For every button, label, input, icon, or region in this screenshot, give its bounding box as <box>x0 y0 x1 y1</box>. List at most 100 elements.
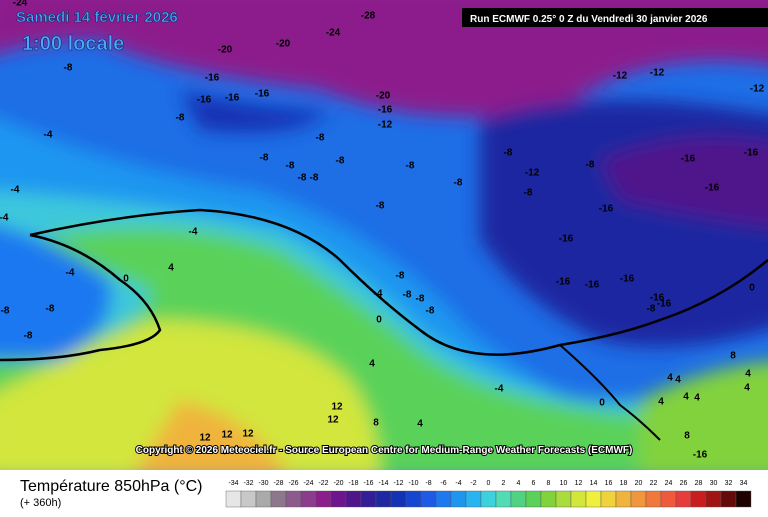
legend-swatch <box>690 490 707 508</box>
legend-label: -6 <box>440 480 446 487</box>
map-label: 4 <box>667 373 673 384</box>
legend-label: -18 <box>348 480 358 487</box>
map-label: -8 <box>416 294 425 305</box>
legend-swatch <box>630 490 647 508</box>
legend-label: 10 <box>560 480 568 487</box>
map-label: -12 <box>613 71 628 82</box>
map-label: 12 <box>327 415 339 426</box>
map-label: -24 <box>13 0 28 9</box>
legend-label: 32 <box>725 480 733 487</box>
legend-swatch <box>600 490 617 508</box>
legend-swatch <box>330 490 347 508</box>
legend-swatch <box>570 490 587 508</box>
legend-swatch <box>735 490 752 508</box>
map-label: -20 <box>218 45 233 56</box>
legend-label: 16 <box>605 480 613 487</box>
legend-label: 12 <box>575 480 583 487</box>
legend-label: -32 <box>243 480 253 487</box>
legend-label: -2 <box>470 480 476 487</box>
legend-swatch <box>675 490 692 508</box>
map-label: -8 <box>260 153 269 164</box>
map-label: -20 <box>376 91 391 102</box>
map-label: 4 <box>694 393 700 404</box>
map-label: 4 <box>465 447 471 458</box>
copyright: Copyright © 2026 Meteociel.fr - Source E… <box>136 445 633 456</box>
map-label: 0 <box>376 315 382 326</box>
map-label: -8 <box>396 271 405 282</box>
map-label: 4 <box>675 375 681 386</box>
map-label: -8 <box>24 331 33 342</box>
run-box <box>462 8 768 27</box>
legend-label: 4 <box>517 480 521 487</box>
map-label: -16 <box>225 93 240 104</box>
map-label: -4 <box>0 213 9 224</box>
map-label: -8 <box>524 188 533 199</box>
map-label: 4 <box>745 369 751 380</box>
legend-label: -22 <box>318 480 328 487</box>
map-label: 4 <box>369 359 375 370</box>
legend-swatch <box>450 490 467 508</box>
legend-label: 18 <box>620 480 628 487</box>
run-info: Run ECMWF 0.25° 0 Z du Vendredi 30 janvi… <box>470 14 708 25</box>
map-label: -8 <box>310 173 319 184</box>
legend-label: 2 <box>502 480 506 487</box>
legend-title: Température 850hPa (°C) <box>20 478 202 495</box>
map-label: 8 <box>730 351 736 362</box>
map: -24-28-24-20-20-8-16-16 -16 -16 -20-16-12-8… <box>0 0 768 480</box>
map-label: 12 <box>242 429 254 440</box>
map-label: -8 <box>286 161 295 172</box>
map-label: -8 <box>46 304 55 315</box>
map-label: -4 <box>495 384 504 395</box>
map-label: 0 <box>599 398 605 409</box>
legend-swatch <box>255 490 272 508</box>
legend-label: 8 <box>547 480 551 487</box>
legend-swatch <box>525 490 542 508</box>
legend-swatch <box>375 490 392 508</box>
map-label: -16 <box>378 105 393 116</box>
map-label: -16 <box>620 274 635 285</box>
map-label: 4 <box>683 392 689 403</box>
legend-label: -10 <box>408 480 418 487</box>
legend-label: -16 <box>363 480 373 487</box>
legend-swatch <box>225 490 242 508</box>
legend-swatch <box>720 490 737 508</box>
legend-swatch <box>390 490 407 508</box>
legend-swatch <box>240 490 257 508</box>
map-label: -16 <box>705 183 720 194</box>
map-label: 12 <box>199 433 211 444</box>
map-label: 0 <box>749 283 755 294</box>
map-label: -8 <box>298 173 307 184</box>
map-label: -4 <box>66 268 75 279</box>
legend-label: -28 <box>273 480 283 487</box>
map-label: 0 <box>123 274 129 285</box>
legend-swatch <box>360 490 377 508</box>
legend-swatch <box>555 490 572 508</box>
map-label: -16 <box>599 204 614 215</box>
legend-swatch <box>510 490 527 508</box>
legend-swatch <box>705 490 722 508</box>
legend-label: 28 <box>695 480 703 487</box>
legend-swatch <box>660 490 677 508</box>
legend-label: 0 <box>487 480 491 487</box>
legend-swatch <box>345 490 362 508</box>
legend-swatch <box>540 490 557 508</box>
legend-label: -34 <box>228 480 238 487</box>
legend-label: -30 <box>258 480 268 487</box>
map-label: 8 <box>684 431 690 442</box>
map-label: -16 <box>559 234 574 245</box>
legend-swatch <box>645 490 662 508</box>
legend-swatch <box>465 490 482 508</box>
legend-label: -8 <box>425 480 431 487</box>
legend-swatch <box>585 490 602 508</box>
map-label: -8 <box>406 161 415 172</box>
map-label: -12 <box>750 84 765 95</box>
map-label: 12 <box>221 430 233 441</box>
map-label: -8 <box>586 160 595 171</box>
map-label: -16 <box>693 450 708 461</box>
map-label: -4 <box>11 185 20 196</box>
legend-label: 6 <box>532 480 536 487</box>
legend-label: -4 <box>455 480 461 487</box>
legend-swatch <box>270 490 287 508</box>
legend-label: 30 <box>710 480 718 487</box>
legend-label: -20 <box>333 480 343 487</box>
